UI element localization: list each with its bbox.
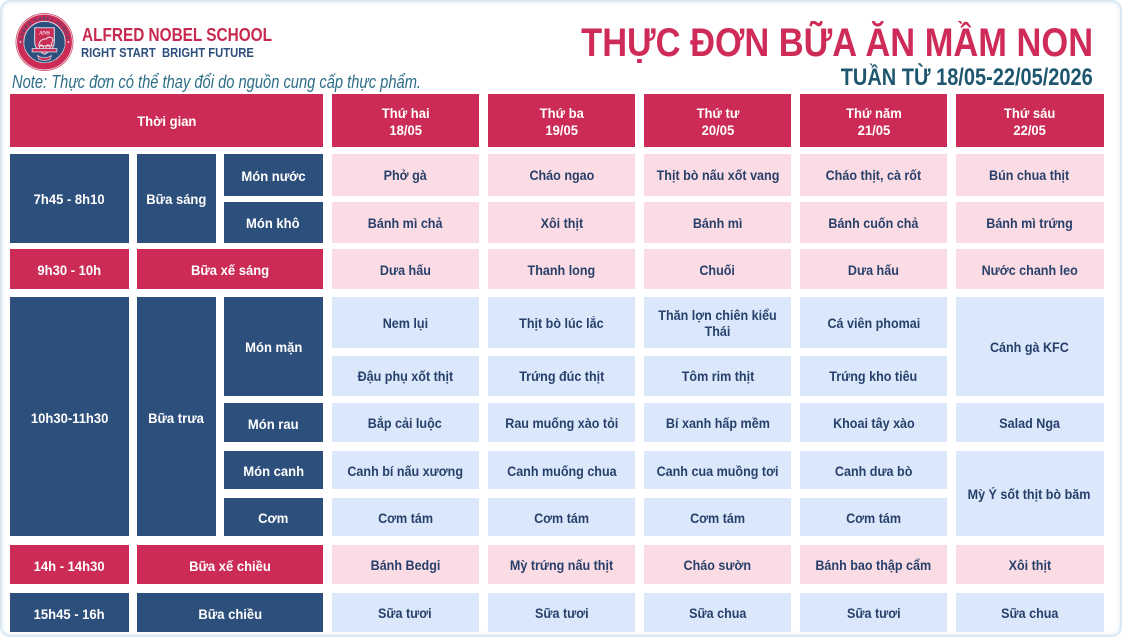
svg-text:ANS: ANS — [39, 30, 50, 36]
